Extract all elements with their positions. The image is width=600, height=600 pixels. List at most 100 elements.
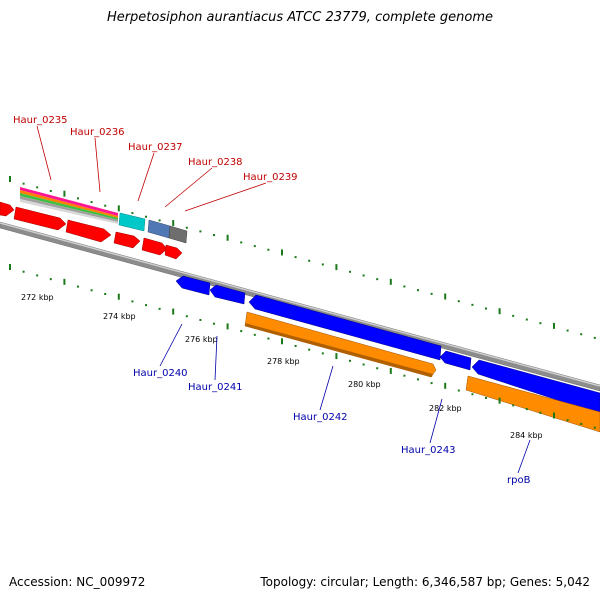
tick-minor	[308, 348, 311, 351]
tick-minor	[90, 289, 93, 292]
tick-major	[9, 264, 11, 270]
tick-minor	[512, 404, 515, 407]
tick-major	[553, 412, 555, 419]
gene-label[interactable]: rpoB	[507, 475, 531, 486]
top-gene-labels: Haur_0235 Haur_0236 Haur_0237 Haur_0238 …	[13, 115, 298, 212]
tick-major	[172, 220, 175, 227]
tick-major	[553, 322, 555, 329]
tick-major	[335, 353, 338, 360]
tick-major	[444, 382, 447, 389]
tick-minor	[430, 382, 433, 385]
cds-arrow	[65, 219, 112, 243]
tick-row-top	[9, 176, 596, 339]
orange-feature	[465, 375, 600, 433]
tick-minor	[158, 219, 161, 222]
genome-summary: Topology: circular; Length: 6,346,587 bp…	[260, 575, 590, 589]
tick-minor	[185, 226, 188, 229]
tick-major	[498, 308, 501, 315]
tick-minor	[199, 230, 202, 233]
cds-arrow	[113, 231, 141, 249]
tick-minor	[308, 259, 311, 262]
kbp-label: 280 kbp	[348, 380, 381, 389]
accession-text: Accession: NC_009972	[9, 575, 146, 589]
tick-major	[281, 338, 283, 345]
gene-label[interactable]: Haur_0240	[133, 368, 188, 379]
gene-label[interactable]: Haur_0236	[70, 127, 125, 138]
tick-minor	[457, 300, 460, 303]
cds-arrow	[164, 244, 183, 260]
tick-row-bottom	[9, 264, 596, 429]
gene-label[interactable]: Haur_0237	[128, 142, 183, 153]
tick-minor	[267, 248, 270, 251]
tick-minor	[512, 314, 515, 317]
gene-label[interactable]: Haur_0238	[188, 157, 243, 168]
tick-minor	[240, 330, 243, 333]
tick-minor	[321, 352, 324, 355]
cds-arrow	[248, 294, 442, 361]
tick-minor	[240, 241, 243, 244]
tick-minor	[267, 337, 270, 340]
gene-label[interactable]: Haur_0235	[13, 115, 68, 126]
feature-stack	[20, 187, 118, 224]
tick-minor	[403, 374, 406, 377]
tick-minor	[104, 292, 107, 295]
tick-major	[63, 278, 66, 285]
tick-minor	[362, 274, 365, 277]
kbp-label: 278 kbp	[267, 357, 300, 366]
tick-minor	[253, 245, 256, 248]
backbone-highlight	[0, 222, 600, 387]
tick-minor	[457, 389, 460, 392]
cds-arrow	[471, 359, 600, 415]
gene-label[interactable]: Haur_0241	[188, 382, 243, 393]
tick-minor	[593, 336, 596, 339]
tick-minor	[376, 367, 379, 370]
tick-minor	[22, 270, 25, 273]
tick-major	[117, 205, 120, 212]
tick-major	[389, 367, 392, 374]
gray-feature	[168, 225, 188, 244]
tick-minor	[253, 333, 256, 336]
orange-feature	[245, 323, 433, 377]
tick-minor	[199, 318, 202, 321]
tick-minor	[49, 190, 52, 193]
orange-feature-group	[244, 311, 600, 433]
bottom-gene-labels: Haur_0240 Haur_0241 Haur_0242 Haur_0243 …	[133, 323, 531, 486]
gene-label[interactable]: Haur_0242	[293, 412, 348, 423]
tick-major	[335, 264, 338, 271]
tick-major	[172, 308, 175, 315]
kbp-label: 276 kbp	[185, 335, 218, 344]
steel-feature	[147, 219, 171, 239]
tick-minor	[580, 422, 583, 425]
tick-major	[281, 249, 283, 256]
cyan-feature	[118, 212, 146, 232]
tick-minor	[77, 197, 79, 200]
tick-minor	[376, 278, 379, 281]
tick-minor	[294, 344, 297, 347]
tick-minor	[471, 303, 474, 306]
tick-major	[63, 190, 66, 197]
tick-minor	[430, 292, 433, 295]
kbp-label: 284 kbp	[510, 431, 543, 440]
tick-minor	[593, 426, 596, 429]
tick-minor	[525, 318, 528, 321]
cds-arrow	[0, 201, 15, 217]
gene-label[interactable]: Haur_0243	[401, 445, 456, 456]
tick-major	[444, 293, 447, 300]
cds-arrow	[13, 206, 67, 231]
tick-minor	[22, 182, 25, 185]
tick-minor	[417, 378, 419, 381]
map-title: Herpetosiphon aurantiacus ATCC 23779, co…	[106, 10, 494, 25]
tick-minor	[158, 307, 161, 310]
tick-minor	[213, 322, 215, 325]
tick-minor	[77, 285, 79, 288]
cds-arrow	[141, 237, 168, 256]
tick-minor	[566, 419, 569, 422]
kbp-label: 274 kbp	[103, 312, 136, 321]
cds-arrow	[209, 284, 246, 305]
forward-cds-group	[0, 201, 183, 260]
tick-major	[226, 323, 229, 330]
tick-minor	[90, 201, 93, 204]
tick-major	[117, 293, 120, 300]
tick-minor	[321, 263, 324, 266]
gene-label[interactable]: Haur_0239	[243, 172, 298, 183]
